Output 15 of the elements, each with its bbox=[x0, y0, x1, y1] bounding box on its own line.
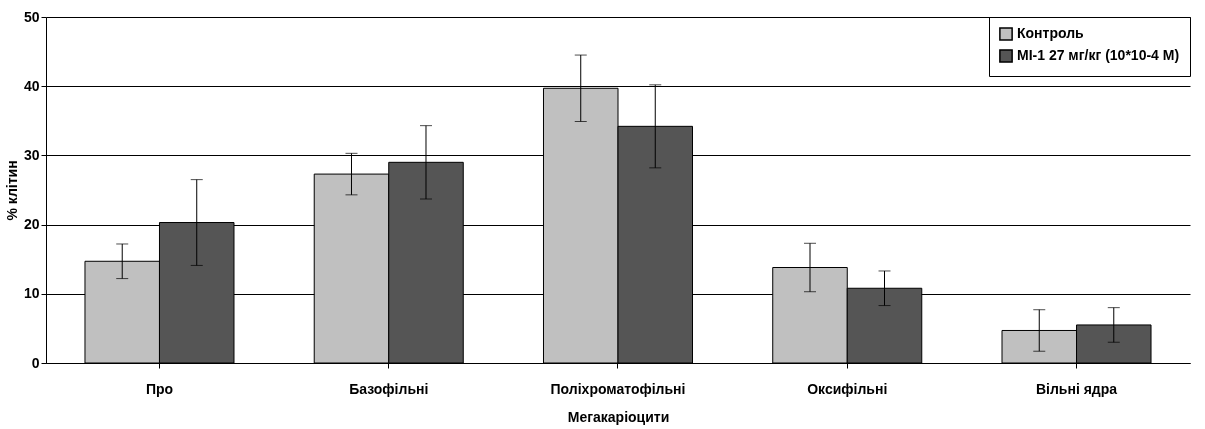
legend-label: Контроль bbox=[1017, 25, 1085, 41]
x-tick-label: Вільні ядра bbox=[1035, 380, 1118, 397]
y-tick-label: 0 bbox=[31, 354, 40, 371]
y-tick-label: 30 bbox=[23, 146, 40, 163]
x-axis-title: Мегакаріоцити bbox=[567, 408, 670, 425]
x-tick-label: Поліхроматофільні bbox=[550, 380, 686, 397]
y-tick-label: 10 bbox=[23, 285, 40, 302]
y-tick-label: 50 bbox=[23, 8, 40, 25]
x-tick-label: Оксифільні bbox=[807, 380, 888, 397]
legend-label: МІ-1 27 мг/кг (10*10-4 М) bbox=[1017, 47, 1180, 63]
y-axis-title: % клітин bbox=[3, 160, 20, 221]
y-tick-label: 20 bbox=[23, 216, 40, 233]
x-tick-label: Про bbox=[145, 380, 174, 397]
y-tick-label: 40 bbox=[23, 77, 40, 94]
x-tick-label: Базофільні bbox=[349, 380, 429, 397]
